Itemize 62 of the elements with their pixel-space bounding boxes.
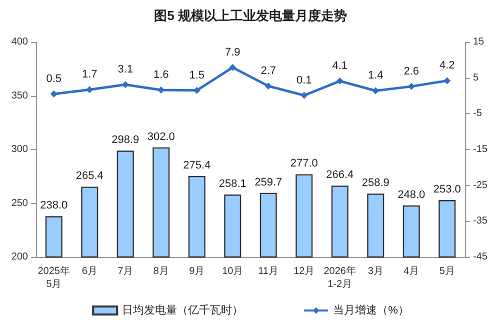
x-tick-label: 6月 bbox=[82, 266, 98, 277]
data-label: 1.5 bbox=[189, 69, 205, 82]
legend-label: 当月增速（%） bbox=[333, 304, 409, 316]
data-label: 0.5 bbox=[46, 72, 62, 85]
y2-tick-label: -45 bbox=[473, 252, 488, 262]
point bbox=[229, 64, 236, 71]
data-label: 266.4 bbox=[326, 169, 354, 182]
point bbox=[86, 86, 94, 94]
y-tick-label: 350 bbox=[11, 90, 28, 102]
point bbox=[300, 92, 308, 99]
y2-tick-label: -35 bbox=[473, 216, 488, 227]
legend-label: 日均发电量（亿千瓦时） bbox=[122, 304, 244, 316]
x-tick-label: 9月 bbox=[189, 266, 205, 277]
x-tick-label: 8月 bbox=[153, 266, 169, 277]
y2-tick-label: -15 bbox=[473, 144, 488, 155]
data-label: 258.9 bbox=[362, 177, 390, 190]
point bbox=[122, 81, 129, 88]
x-tick-label: 4月 bbox=[404, 266, 420, 277]
data-label: 1.7 bbox=[82, 68, 98, 81]
x-tick-label: 10月 bbox=[222, 266, 244, 277]
point bbox=[444, 77, 451, 84]
x-tick-label: 2026年 1-2月 bbox=[324, 265, 356, 290]
data-label: 259.7 bbox=[254, 176, 282, 188]
point bbox=[372, 87, 380, 94]
data-label: 2.7 bbox=[260, 65, 276, 78]
point bbox=[336, 78, 344, 85]
y2-tick-label: 15 bbox=[473, 36, 485, 48]
data-label: 238.0 bbox=[40, 200, 68, 212]
x-tick-label: 2025年 5月 bbox=[38, 265, 70, 290]
point bbox=[264, 82, 272, 90]
y-tick-label: 250 bbox=[11, 198, 28, 209]
data-label: 1.6 bbox=[153, 69, 169, 82]
y-tick-label: 400 bbox=[11, 36, 28, 48]
data-label: 0.1 bbox=[296, 74, 312, 86]
chart-title: 图5 规模以上工业发电量月度走势 bbox=[154, 8, 347, 23]
data-label: 4.2 bbox=[439, 60, 455, 72]
y-tick-label: 300 bbox=[11, 144, 28, 155]
data-label: 258.1 bbox=[218, 178, 246, 190]
x-tick-label: 3月 bbox=[368, 266, 384, 277]
data-label: 277.0 bbox=[290, 158, 318, 170]
point bbox=[408, 82, 415, 90]
data-label: 302.0 bbox=[147, 130, 175, 143]
y2-tick-label: -5 bbox=[473, 108, 482, 120]
x-tick-label: 12月 bbox=[294, 266, 315, 277]
data-label: 248.0 bbox=[398, 188, 426, 201]
data-label: 265.4 bbox=[76, 170, 104, 182]
y2-tick-label: -25 bbox=[473, 180, 488, 191]
data-label: 275.4 bbox=[183, 159, 211, 172]
data-label: 3.1 bbox=[118, 64, 134, 76]
point bbox=[50, 90, 58, 98]
x-tick-label: 5月 bbox=[439, 266, 455, 277]
data-label: 253.0 bbox=[433, 184, 461, 196]
data-label: 4.1 bbox=[332, 60, 348, 72]
data-label: 2.6 bbox=[404, 65, 420, 78]
x-tick-label: 7月 bbox=[118, 266, 134, 277]
data-label: 7.9 bbox=[224, 46, 240, 58]
data-label: 1.4 bbox=[368, 70, 384, 82]
x-tick-label: 11月 bbox=[258, 266, 279, 277]
data-label: 298.9 bbox=[112, 134, 140, 146]
y-tick-label: 200 bbox=[11, 252, 28, 262]
y2-tick-label: 5 bbox=[473, 72, 479, 84]
point bbox=[193, 86, 200, 94]
